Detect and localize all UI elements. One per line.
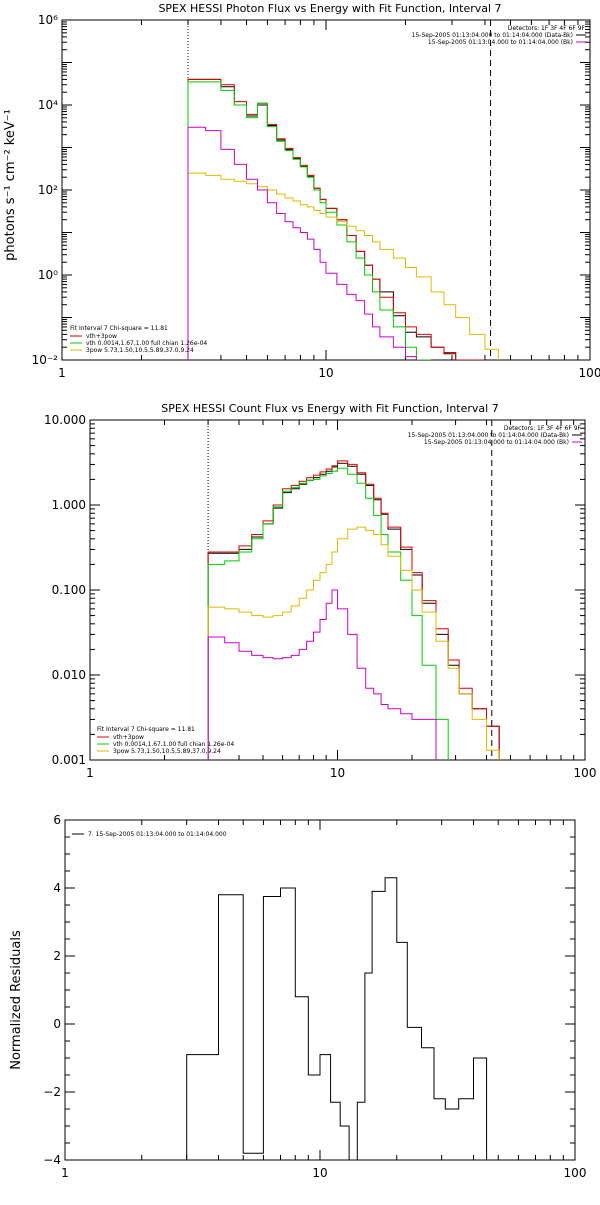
y-tick-label: 6 (53, 813, 61, 827)
y-tick-label: 10⁻² (32, 353, 59, 367)
photon-flux-legend-3pow: 3pow 5.73,1.50,10.5,5.89,37.0,9.24 (86, 347, 194, 354)
count-flux-legend: Fit Interval 7 Chi-square = 11.81 vth+3p… (97, 726, 234, 755)
count-flux-panel: SPEX HESSI Count Flux vs Energy with Fit… (44, 402, 596, 780)
count-flux-header-lines: Detectors: 1F 3F 4F 6F 9F 15-Sep-2005 01… (408, 425, 582, 446)
y-tick-label: 0.001 (52, 753, 86, 767)
residuals-plot-frame (64, 819, 576, 1161)
series-line-2 (187, 81, 432, 360)
count-flux-series (207, 460, 500, 760)
x-tick-label: 1 (58, 366, 66, 380)
series-line-3 (187, 172, 499, 360)
residuals-y-label: Normalized Residuals (9, 930, 24, 1070)
photon-flux-legend: Fit Interval 7 Chi-square = 11.81 vth+3p… (70, 325, 207, 354)
count-flux-legend-chi: Fit Interval 7 Chi-square = 11.81 (97, 726, 195, 733)
photon-flux-header-data-bk: 15-Sep-2005 01:13:04.000 to 01:14:04.000… (412, 32, 573, 39)
residuals-axis-ticks: 1 10 100 −4 −2 0 2 4 6 (43, 813, 586, 1180)
y-tick-label: 10² (38, 183, 58, 197)
y-tick-label: 0.010 (52, 668, 86, 682)
x-tick-label: 1 (86, 766, 94, 780)
x-tick-label: 100 (564, 1166, 587, 1180)
count-flux-legend-vth3pow: vth+3pow (113, 734, 144, 741)
count-flux-header-detectors: Detectors: 1F 3F 4F 6F 9F (504, 425, 582, 432)
x-tick-label: 10 (330, 766, 345, 780)
count-flux-legend-vth: vth 0.0014,1.67,1.00 full chian 1.26e-04 (113, 741, 234, 748)
photon-flux-title: SPEX HESSI Photon Flux vs Energy with Fi… (158, 2, 501, 15)
photon-flux-panel: SPEX HESSI Photon Flux vs Energy with Fi… (3, 2, 600, 380)
photon-flux-legend-vth: vth 0.0014,1.67,1.00 full chian 1.26e-04 (86, 340, 207, 347)
count-flux-header-data-bk: 15-Sep-2005 01:13:04.000 to 01:14:04.000… (408, 432, 569, 439)
y-tick-label: 10⁰ (38, 268, 58, 282)
y-tick-label: 10⁶ (38, 13, 58, 27)
residuals-legend: 7. 15-Sep-2005 01:13:04.000 to 01:14:04.… (72, 831, 227, 838)
residuals-legend-interval: 7. 15-Sep-2005 01:13:04.000 to 01:14:04.… (88, 831, 227, 838)
photon-flux-legend-vth3pow: vth+3pow (86, 333, 117, 340)
x-tick-label: 10 (318, 366, 333, 380)
y-tick-label: 0.100 (52, 583, 86, 597)
photon-flux-series (187, 78, 499, 360)
y-tick-label: 0 (53, 1017, 61, 1031)
photon-flux-header-lines: Detectors: 1F 3F 4F 6F 9F 15-Sep-2005 01… (412, 25, 586, 46)
photon-flux-y-label: photons s⁻¹ cm⁻² keV⁻¹ (3, 109, 18, 261)
y-tick-label: 10.000 (44, 413, 86, 427)
y-tick-label: −4 (43, 1153, 61, 1167)
x-tick-label: 100 (579, 366, 600, 380)
y-tick-label: 1.000 (52, 498, 86, 512)
photon-flux-vertical-markers (187, 20, 492, 360)
count-flux-header-bk: 15-Sep-2005 01:13:04.000 to 01:14:04.000… (424, 439, 569, 446)
y-tick-label: 10⁴ (38, 98, 58, 112)
series-line-1 (207, 460, 500, 760)
x-tick-label: 10 (312, 1166, 327, 1180)
y-tick-label: −2 (43, 1085, 61, 1099)
count-flux-vertical-markers (207, 420, 493, 760)
y-tick-label: 4 (53, 881, 61, 895)
count-flux-title: SPEX HESSI Count Flux vs Energy with Fit… (161, 402, 498, 415)
count-flux-legend-3pow: 3pow 5.73,1.50,10.5,5.89,37.0,9.24 (113, 748, 221, 755)
photon-flux-header-detectors: Detectors: 1F 3F 4F 6F 9F (508, 25, 586, 32)
photon-flux-legend-chi: Fit Interval 7 Chi-square = 11.81 (70, 325, 168, 332)
residuals-series (186, 877, 488, 1160)
series-line-4 (187, 126, 417, 360)
photon-flux-axis-ticks: 1 10 100 10⁻² 10⁰ 10² 10⁴ 10⁶ (32, 13, 600, 380)
series-line-4 (207, 589, 437, 760)
series-line-3 (207, 526, 500, 760)
y-tick-label: 2 (53, 949, 61, 963)
photon-flux-plot-frame (61, 19, 591, 361)
x-tick-label: 1 (61, 1166, 69, 1180)
count-flux-axis-ticks: 1 10 100 0.001 0.010 0.100 1.000 10.000 (44, 413, 596, 780)
series-line-0 (186, 877, 488, 1160)
x-tick-label: 100 (574, 766, 597, 780)
photon-flux-header-bk: 15-Sep-2005 01:13:04.000 to 01:14:04.000… (428, 39, 573, 46)
residuals-panel: Normalized Residuals 7. 15-Sep-2005 01:1… (9, 813, 586, 1180)
